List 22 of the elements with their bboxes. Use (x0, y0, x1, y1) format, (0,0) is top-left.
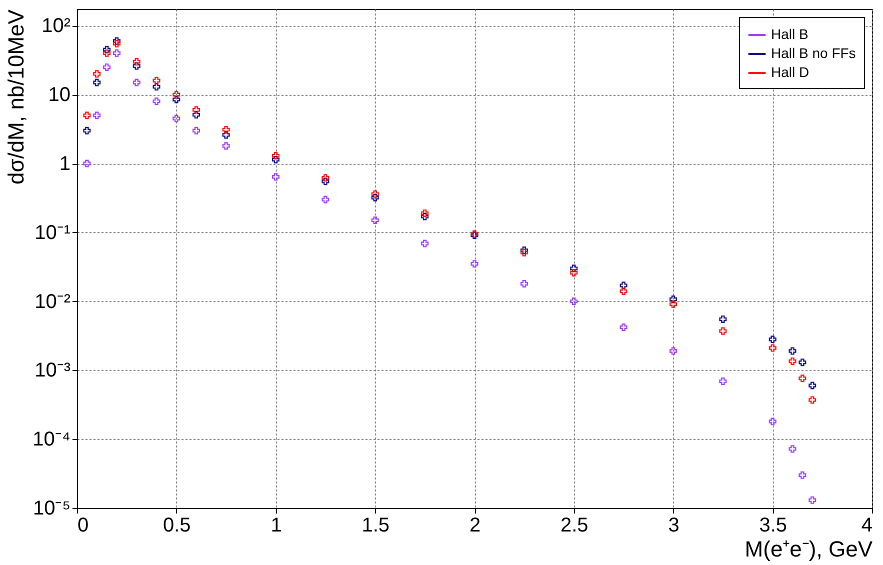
y-tick-label: 10⁻³ (34, 360, 71, 382)
legend-label: Hall D (771, 64, 810, 80)
x-tick-label: 0.5 (162, 514, 191, 536)
x-tick-label: 4 (861, 514, 872, 536)
x-tick-label: 1.5 (362, 514, 390, 536)
y-tick-label: 10⁻⁴ (32, 428, 70, 451)
legend-label: Hall B no FFs (771, 45, 856, 61)
x-tick-label: 1 (270, 514, 282, 536)
x-tick-label: 3.5 (759, 514, 788, 536)
y-tick-label: 10⁻¹ (34, 222, 71, 244)
y-tick-label: 1 (59, 153, 70, 176)
y-tick-label: 10² (42, 15, 71, 38)
x-tick-label: 3 (668, 514, 680, 536)
y-axis-title: dσ/dM, nb/10MeV (4, 9, 29, 185)
x-tick-label: 0 (78, 514, 89, 536)
x-tick-label: 2.5 (560, 514, 588, 536)
legend-label: Hall B (771, 26, 808, 42)
y-tick-label: 10 (48, 84, 70, 106)
x-tick-label: 2 (469, 514, 481, 536)
y-tick-label: 10⁻² (34, 290, 71, 313)
x-axis-title: M(e⁺e⁻), GeV (744, 536, 873, 562)
y-tick-label: 10⁻⁵ (32, 498, 70, 520)
